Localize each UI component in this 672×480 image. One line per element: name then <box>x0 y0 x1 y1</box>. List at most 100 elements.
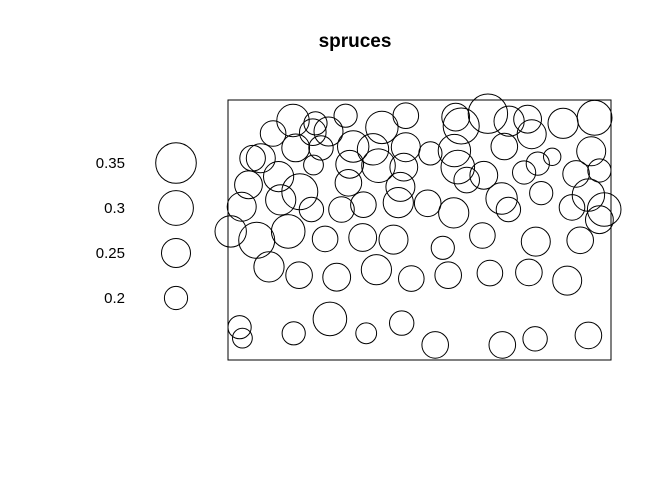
point-mark-36 <box>525 151 550 176</box>
chart-title: spruces <box>319 31 392 52</box>
point-mark-33 <box>440 149 476 185</box>
point-mark-74 <box>434 261 463 290</box>
observation-window <box>227 99 612 361</box>
point-mark-61 <box>270 214 306 249</box>
point-mark-65 <box>430 235 455 260</box>
point-mark-83 <box>389 310 415 336</box>
point-mark-19 <box>356 133 390 166</box>
legend-label-3: 0.2 <box>104 290 125 307</box>
point-mark-87 <box>574 321 603 350</box>
point-mark-51 <box>328 196 355 223</box>
point-mark-8 <box>259 120 287 147</box>
point-mark-77 <box>552 265 583 296</box>
point-mark-17 <box>308 135 334 161</box>
point-mark-21 <box>418 141 443 166</box>
point-mark-73 <box>398 265 425 292</box>
point-mark-5 <box>467 93 509 134</box>
legend-label-1: 0.3 <box>104 200 125 217</box>
point-mark-80 <box>281 321 306 346</box>
point-mark-22 <box>437 133 472 168</box>
point-mark-24 <box>516 119 547 150</box>
point-mark-25 <box>543 147 562 167</box>
legend-symbol-2 <box>161 238 191 268</box>
point-mark-54 <box>413 189 442 218</box>
point-mark-85 <box>488 331 517 359</box>
point-mark-48 <box>585 205 614 235</box>
point-mark-62 <box>311 225 339 253</box>
point-mark-46 <box>529 181 554 206</box>
point-mark-78 <box>227 315 252 340</box>
point-mark-58 <box>586 192 622 227</box>
point-marks <box>214 93 622 359</box>
point-mark-55 <box>438 197 470 229</box>
point-mark-56 <box>495 196 522 223</box>
point-mark-2 <box>333 103 358 128</box>
point-mark-82 <box>355 322 378 345</box>
point-mark-18 <box>337 130 370 163</box>
point-mark-1 <box>303 111 328 136</box>
point-mark-28 <box>263 161 295 193</box>
point-mark-35 <box>512 160 537 185</box>
mark-size-legend: 0.35 0.3 0.25 0.2 <box>96 142 197 311</box>
point-mark-12 <box>493 105 525 137</box>
point-mark-43 <box>385 171 416 202</box>
point-mark-81 <box>312 301 348 337</box>
point-mark-11 <box>442 107 480 145</box>
point-mark-75 <box>476 259 504 287</box>
point-mark-69 <box>253 251 285 283</box>
point-mark-47 <box>571 178 606 212</box>
point-mark-30 <box>335 149 365 179</box>
point-mark-76 <box>515 258 543 287</box>
point-mark-86 <box>522 326 548 352</box>
point-mark-38 <box>587 158 612 183</box>
point-mark-15 <box>239 144 266 172</box>
point-mark-57 <box>558 194 586 221</box>
point-mark-20 <box>390 132 421 163</box>
point-mark-84 <box>421 331 450 359</box>
point-mark-16 <box>281 133 311 163</box>
point-mark-7 <box>576 99 613 136</box>
point-mark-64 <box>378 224 409 255</box>
point-mark-9 <box>313 116 344 147</box>
point-mark-50 <box>265 184 297 216</box>
point-mark-66 <box>469 222 496 249</box>
point-mark-23 <box>490 132 519 161</box>
point-mark-59 <box>214 215 247 248</box>
point-mark-0 <box>276 103 310 138</box>
point-mark-31 <box>361 148 396 183</box>
point-mark-32 <box>389 152 419 182</box>
point-mark-39 <box>234 170 263 200</box>
legend-label-2: 0.25 <box>96 245 125 262</box>
point-mark-72 <box>360 254 392 286</box>
point-mark-68 <box>566 226 595 255</box>
point-mark-53 <box>382 187 414 219</box>
point-mark-67 <box>520 226 551 257</box>
point-mark-44 <box>453 166 481 194</box>
point-mark-26 <box>576 136 607 167</box>
point-mark-45 <box>485 182 518 215</box>
legend-symbol-1 <box>158 190 194 226</box>
point-mark-34 <box>469 160 499 190</box>
point-mark-49 <box>226 191 257 222</box>
point-mark-63 <box>348 223 378 252</box>
point-mark-13 <box>547 107 579 139</box>
point-mark-37 <box>562 160 590 188</box>
point-mark-3 <box>392 102 420 129</box>
point-mark-41 <box>298 196 325 223</box>
point-mark-70 <box>285 261 313 290</box>
point-mark-71 <box>322 262 352 292</box>
legend-symbol-0 <box>155 142 197 184</box>
point-mark-40 <box>281 173 319 211</box>
legend-label-0: 0.35 <box>96 155 125 172</box>
point-mark-4 <box>441 102 471 132</box>
point-mark-27 <box>245 143 276 174</box>
point-mark-14 <box>299 118 327 146</box>
point-mark-42 <box>334 169 363 197</box>
point-mark-29 <box>303 154 324 176</box>
legend-symbol-3 <box>163 285 189 311</box>
point-mark-10 <box>365 110 399 145</box>
point-mark-79 <box>232 327 253 349</box>
point-mark-6 <box>513 104 542 134</box>
point-mark-52 <box>350 191 377 218</box>
